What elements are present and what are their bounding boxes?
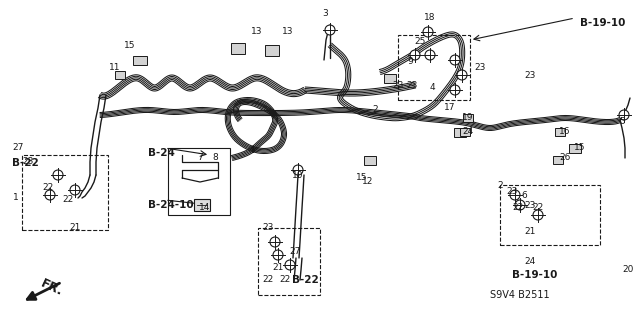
Text: 23: 23 (506, 188, 518, 197)
Bar (168, 148, 230, 215)
Text: 23: 23 (392, 80, 404, 90)
Bar (231, 42, 245, 54)
Text: 23: 23 (474, 63, 486, 72)
Text: 27: 27 (289, 248, 301, 256)
Text: 3: 3 (322, 10, 328, 19)
Circle shape (53, 170, 63, 180)
Text: 24: 24 (462, 128, 474, 137)
Bar (364, 155, 376, 165)
Bar (500, 185, 600, 245)
Text: 13: 13 (252, 27, 263, 36)
Circle shape (270, 237, 280, 247)
Text: B-19-10: B-19-10 (512, 270, 557, 280)
Bar (555, 128, 565, 136)
Text: 18: 18 (424, 13, 436, 23)
Text: 15: 15 (124, 41, 136, 49)
Text: 20: 20 (622, 265, 634, 275)
Text: 22: 22 (262, 276, 274, 285)
Text: 12: 12 (362, 177, 374, 187)
Circle shape (619, 110, 629, 120)
Bar (22, 155, 108, 230)
Circle shape (70, 185, 80, 195)
Bar (398, 35, 470, 100)
Text: 23: 23 (524, 70, 536, 79)
Text: 5: 5 (619, 117, 625, 127)
Circle shape (533, 210, 543, 220)
Circle shape (45, 190, 55, 200)
Bar (258, 228, 320, 295)
Circle shape (273, 250, 283, 260)
Circle shape (325, 25, 335, 35)
Bar (265, 44, 279, 56)
Text: 21: 21 (272, 263, 284, 272)
Text: 27: 27 (12, 144, 24, 152)
Text: 2: 2 (372, 106, 378, 115)
Text: 2: 2 (497, 181, 503, 189)
Text: 21: 21 (69, 224, 81, 233)
Bar (569, 144, 581, 152)
Text: 9: 9 (407, 57, 413, 66)
Text: 23: 23 (22, 158, 34, 167)
Text: 13: 13 (282, 27, 294, 36)
Bar (133, 56, 147, 64)
Text: 19: 19 (462, 114, 474, 122)
Text: 8: 8 (212, 153, 218, 162)
Text: 22: 22 (62, 196, 74, 204)
Bar (193, 199, 211, 211)
Bar (460, 128, 470, 136)
Text: B-24: B-24 (148, 148, 175, 158)
Text: FR.: FR. (39, 277, 65, 299)
Circle shape (410, 50, 420, 60)
Text: 16: 16 (559, 128, 571, 137)
Text: 23: 23 (524, 201, 536, 210)
Text: 17: 17 (444, 103, 456, 113)
Text: B-19-10: B-19-10 (580, 18, 625, 28)
Circle shape (285, 260, 295, 270)
Text: 23: 23 (262, 224, 274, 233)
Text: 7: 7 (197, 153, 203, 162)
Text: S9V4 B2511: S9V4 B2511 (490, 290, 550, 300)
Circle shape (450, 55, 460, 65)
Circle shape (457, 70, 467, 80)
Text: 4: 4 (429, 84, 435, 93)
Text: 1: 1 (13, 194, 19, 203)
Circle shape (510, 190, 520, 200)
Circle shape (515, 200, 525, 210)
Circle shape (423, 27, 433, 37)
Text: 25: 25 (414, 38, 426, 47)
Text: 22: 22 (280, 276, 291, 285)
Bar (463, 114, 473, 122)
Text: 10: 10 (292, 170, 304, 180)
Text: 6: 6 (521, 190, 527, 199)
Text: 26: 26 (559, 153, 571, 162)
Circle shape (425, 50, 435, 60)
Text: 11: 11 (109, 63, 121, 72)
Text: 21: 21 (524, 227, 536, 236)
Text: B-24-10: B-24-10 (148, 200, 194, 210)
Bar (384, 73, 396, 83)
Bar (553, 156, 563, 164)
Text: B-22: B-22 (12, 158, 39, 168)
Text: 22: 22 (532, 204, 543, 212)
Text: 15: 15 (356, 174, 368, 182)
Bar (115, 71, 125, 79)
Text: 15: 15 (574, 144, 586, 152)
Circle shape (293, 165, 303, 175)
Text: B-22: B-22 (292, 275, 319, 285)
Text: 23: 23 (406, 80, 418, 90)
Text: 14: 14 (199, 204, 211, 212)
Text: 22: 22 (513, 204, 524, 212)
Bar (454, 128, 466, 137)
Circle shape (450, 85, 460, 95)
Text: 22: 22 (42, 183, 54, 192)
Text: 24: 24 (524, 257, 536, 266)
